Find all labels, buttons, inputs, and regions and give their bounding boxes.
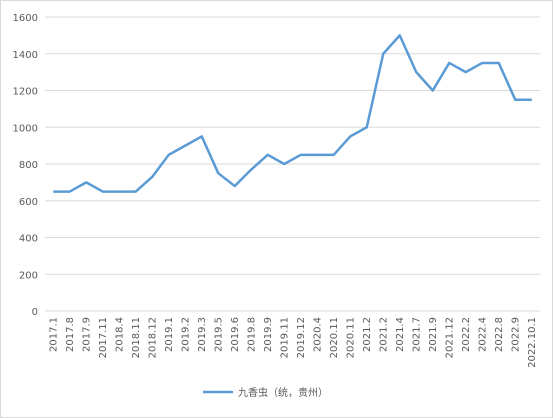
x-tick-label: 2019.9: [263, 317, 274, 352]
x-tick-label: 2017.11: [98, 317, 109, 358]
y-tick-label: 1400: [13, 50, 38, 61]
y-tick-label: 0: [32, 307, 38, 318]
x-tick-label: 2020.11: [345, 317, 356, 358]
x-tick-label: 2020.11: [329, 317, 340, 358]
x-tick-label: 2022.4: [477, 317, 488, 352]
x-tick-label: 2018.11: [131, 317, 142, 358]
y-tick-label: 1600: [13, 13, 38, 24]
x-tick-label: 2019.8: [246, 317, 257, 352]
x-tick-label: 2019.3: [197, 317, 208, 352]
x-tick-label: 2021.4: [395, 317, 406, 352]
x-tick-label: 2021.2: [378, 317, 389, 352]
x-tick-label: 2022.8: [494, 317, 505, 352]
legend-label: 九香虫（统，贵州）: [238, 386, 328, 399]
y-tick-label: 200: [19, 270, 38, 281]
y-tick-label: 1200: [13, 87, 38, 98]
y-tick-label: 1000: [13, 123, 38, 134]
x-tick-label: 2019.2: [180, 317, 191, 352]
x-tick-label: 2018.12: [147, 317, 158, 358]
x-tick-label: 2022.2: [461, 317, 472, 352]
x-tick-label: 2021.7: [411, 317, 422, 352]
x-tick-label: 2019.6: [230, 317, 241, 352]
y-tick-label: 400: [19, 234, 38, 245]
x-tick-label: 2021.9: [428, 317, 439, 352]
data-line: [53, 34, 532, 193]
y-tick-label: 600: [19, 197, 38, 208]
x-tick-label: 2020.4: [312, 317, 323, 352]
x-tick-label: 2019.5: [213, 317, 224, 352]
x-tick-label: 2019.1: [164, 317, 175, 352]
x-tick-label: 2019.11: [279, 317, 290, 358]
x-tick-label: 2022.10.1: [527, 317, 538, 368]
y-tick-label: 800: [19, 160, 38, 171]
x-tick-label: 2017.9: [81, 317, 92, 352]
x-tick-label: 2018.4: [114, 317, 125, 352]
x-tick-label: 2021.12: [444, 317, 455, 358]
x-tick-label: 2017.1: [48, 317, 59, 352]
x-tick-label: 2019.12: [296, 317, 307, 358]
x-tick-label: 2021.2: [362, 317, 373, 352]
x-tick-label: 2022.9: [510, 317, 521, 352]
x-tick-label: 2017.8: [65, 317, 76, 352]
